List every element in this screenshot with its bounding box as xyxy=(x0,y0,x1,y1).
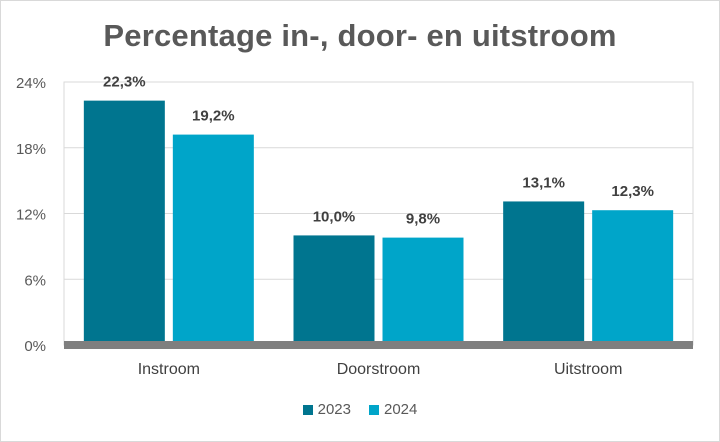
chart-title: Percentage in-, door- en uitstroom xyxy=(103,18,617,53)
legend: 2023 2024 xyxy=(0,401,720,418)
data-label: 9,8% xyxy=(406,211,440,228)
data-label: 22,3% xyxy=(103,74,146,91)
data-label: 12,3% xyxy=(611,183,654,200)
x-tick-label: Doorstroom xyxy=(337,361,421,378)
x-tick-label: Instroom xyxy=(138,361,200,378)
y-tick-label: 6% xyxy=(24,272,46,289)
legend-label-2023: 2023 xyxy=(317,401,351,418)
legend-item-2024: 2024 xyxy=(369,401,417,418)
bar-uitstroom-2023 xyxy=(503,201,585,345)
legend-item-2023: 2023 xyxy=(302,401,351,418)
x-axis-line xyxy=(64,341,693,349)
bar-doorstroom-2023 xyxy=(293,235,375,345)
legend-swatch-2023 xyxy=(302,404,313,415)
y-tick-label: 18% xyxy=(16,141,46,158)
y-tick-label: 24% xyxy=(16,75,46,92)
data-label: 13,1% xyxy=(522,174,565,191)
bar-instroom-2024 xyxy=(172,134,254,345)
bar-uitstroom-2024 xyxy=(592,210,674,345)
data-label: 19,2% xyxy=(192,108,235,125)
bar-instroom-2023 xyxy=(83,100,165,345)
legend-label-2024: 2024 xyxy=(384,401,418,418)
y-tick-label: 12% xyxy=(16,207,46,224)
x-tick-label: Uitstroom xyxy=(554,361,622,378)
bar-doorstroom-2024 xyxy=(382,237,464,345)
y-tick-label: 0% xyxy=(24,338,46,355)
legend-swatch-2024 xyxy=(369,404,379,415)
data-label: 10,0% xyxy=(313,208,356,225)
